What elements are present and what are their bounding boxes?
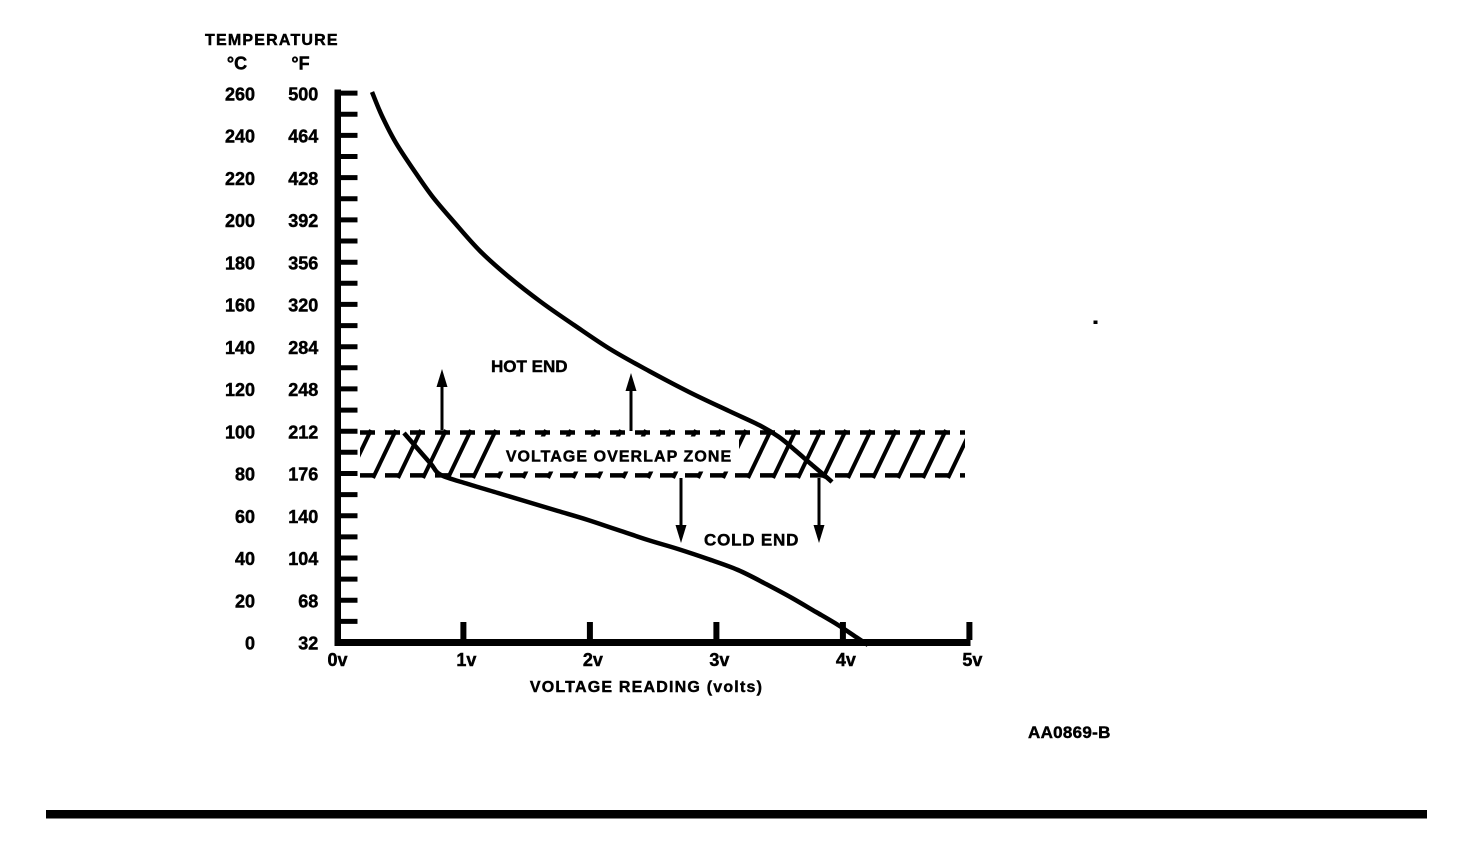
svg-text:248: 248: [288, 380, 318, 400]
svg-text:212: 212: [288, 422, 318, 442]
svg-text:464: 464: [288, 127, 318, 147]
svg-text:140: 140: [225, 338, 255, 358]
svg-text:HOT END: HOT END: [491, 357, 568, 376]
svg-text:160: 160: [225, 296, 255, 316]
svg-text:80: 80: [235, 465, 255, 485]
svg-text:220: 220: [225, 169, 255, 189]
svg-text:COLD END: COLD END: [704, 531, 799, 550]
svg-text:1v: 1v: [456, 650, 476, 670]
svg-text:°C: °C: [227, 54, 247, 74]
svg-text:392: 392: [288, 211, 318, 231]
svg-text:32: 32: [298, 634, 318, 654]
svg-text:120: 120: [225, 380, 255, 400]
svg-text:4v: 4v: [836, 650, 856, 670]
svg-text:VOLTAGE OVERLAP ZONE: VOLTAGE OVERLAP ZONE: [506, 449, 732, 466]
svg-text:140: 140: [288, 507, 318, 527]
svg-text:VOLTAGE READING (volts): VOLTAGE READING (volts): [530, 679, 763, 696]
svg-text:260: 260: [225, 84, 255, 104]
svg-text:356: 356: [288, 253, 318, 273]
svg-text:5v: 5v: [962, 650, 982, 670]
svg-text:3v: 3v: [709, 650, 729, 670]
svg-text:2v: 2v: [583, 650, 603, 670]
svg-text:0: 0: [245, 634, 255, 654]
svg-text:20: 20: [235, 591, 255, 611]
svg-text:180: 180: [225, 253, 255, 273]
svg-text:428: 428: [288, 169, 318, 189]
svg-text:60: 60: [235, 507, 255, 527]
svg-text:176: 176: [288, 465, 318, 485]
svg-text:500: 500: [288, 84, 318, 104]
svg-text:0v: 0v: [327, 650, 347, 670]
svg-text:104: 104: [288, 549, 318, 569]
svg-text:200: 200: [225, 211, 255, 231]
svg-text:TEMPERATURE: TEMPERATURE: [205, 32, 339, 49]
svg-text:68: 68: [298, 591, 318, 611]
svg-text:284: 284: [288, 338, 318, 358]
svg-text:AA0869-B: AA0869-B: [1028, 723, 1111, 742]
svg-text:°F: °F: [291, 54, 309, 74]
svg-text:320: 320: [288, 296, 318, 316]
svg-text:100: 100: [225, 422, 255, 442]
svg-text:40: 40: [235, 549, 255, 569]
svg-text:240: 240: [225, 127, 255, 147]
